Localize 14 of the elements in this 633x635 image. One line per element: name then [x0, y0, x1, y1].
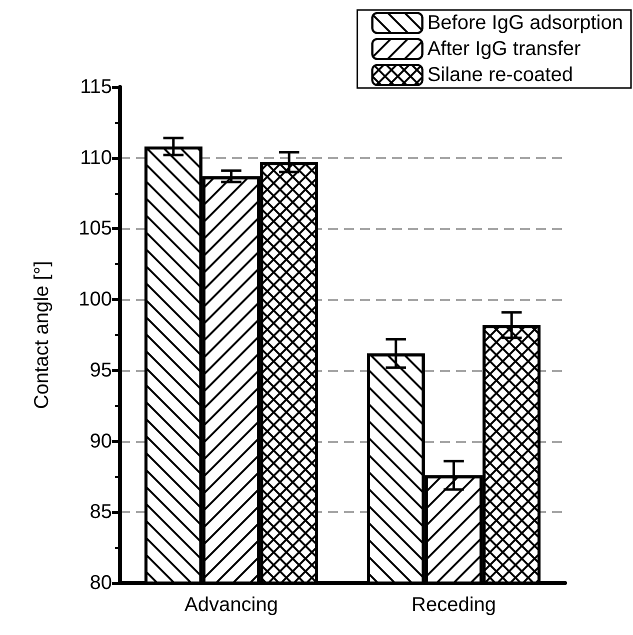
- x-tick-label: Advancing: [184, 594, 278, 616]
- y-tick-label: 110: [80, 146, 112, 169]
- legend-label: Before IgG adsorption: [427, 12, 624, 34]
- y-tick-label: 95: [90, 359, 112, 382]
- y-axis-title: Contact angle [°]: [31, 260, 53, 410]
- legend-label: After IgG transfer: [427, 38, 582, 60]
- y-tick-label: 100: [78, 288, 112, 311]
- y-tick-label: 90: [90, 430, 112, 452]
- legend-label: Silane re-coated: [427, 64, 573, 86]
- y-tick-label: 80: [90, 572, 112, 594]
- y-tick-label: 115: [80, 76, 112, 98]
- y-tick-label: 85: [90, 501, 112, 524]
- y-tick-label: 105: [78, 218, 112, 240]
- x-tick-label: Receding: [411, 594, 496, 616]
